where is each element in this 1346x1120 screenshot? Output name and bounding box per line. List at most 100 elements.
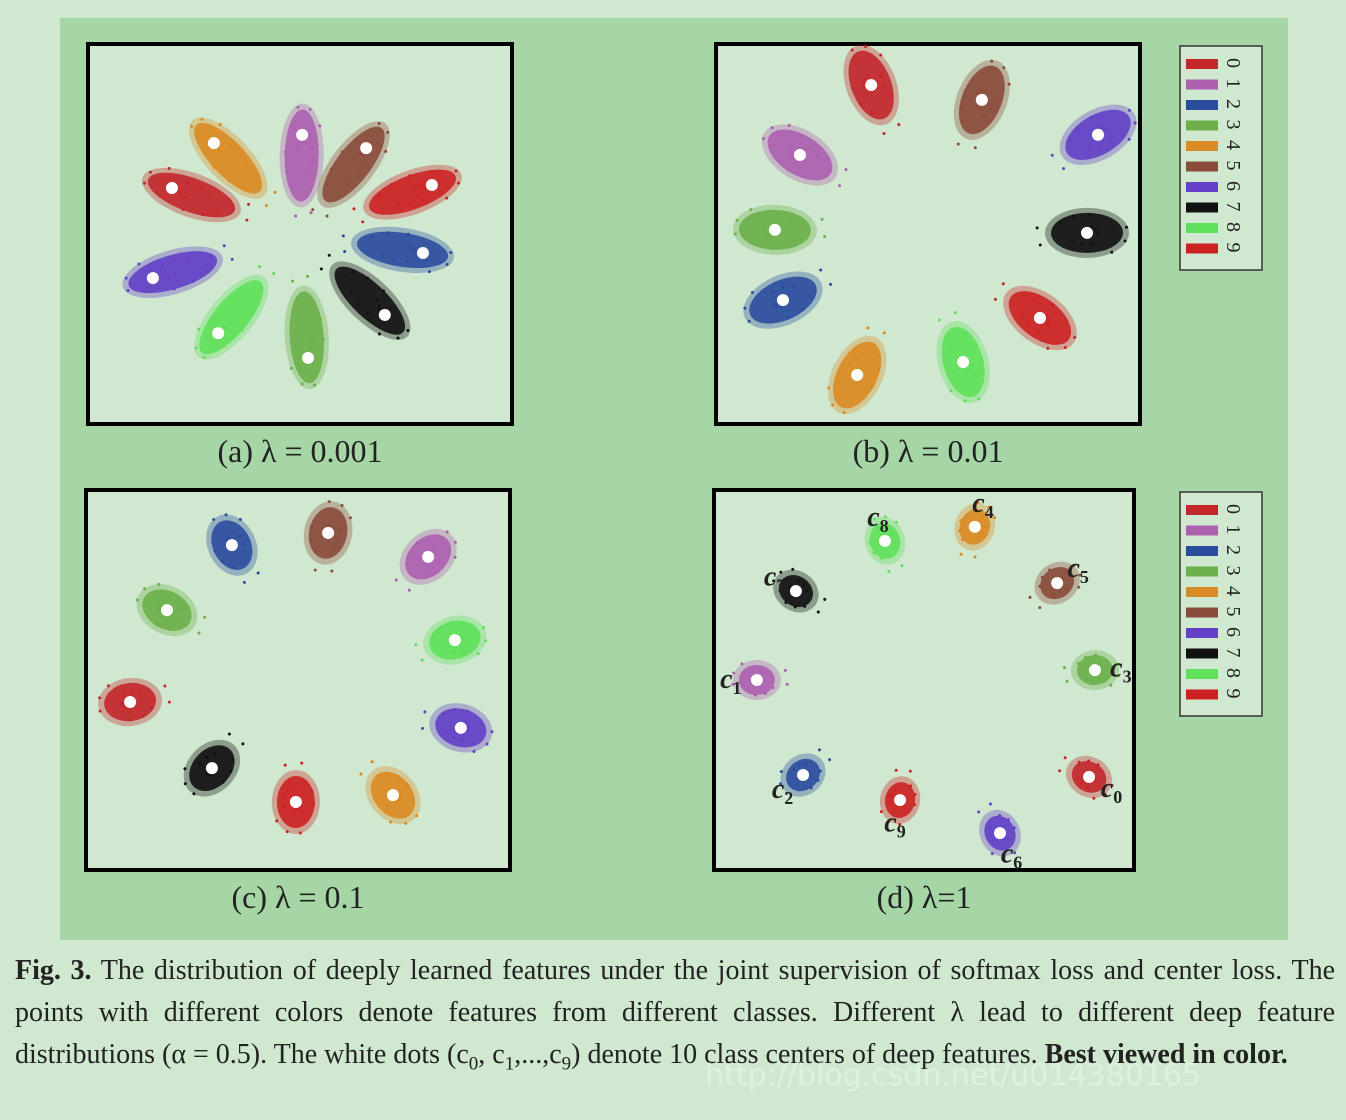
cluster-point (327, 253, 331, 257)
cluster-point (377, 789, 381, 793)
center-dot (894, 794, 907, 807)
cluster-point (1110, 250, 1114, 254)
cluster-point (964, 89, 968, 93)
cluster-point (1070, 239, 1074, 243)
caption-segment: , (478, 1039, 493, 1070)
cluster-point (256, 296, 260, 300)
cluster-point (959, 105, 963, 109)
center-label: c4 (972, 488, 993, 522)
cluster-point (283, 150, 287, 154)
center-label-sub: 5 (1080, 567, 1089, 587)
cluster-point (381, 252, 385, 256)
cluster-point (217, 314, 221, 318)
cluster-point (791, 155, 795, 159)
cluster-point (490, 730, 494, 734)
cluster-point (386, 231, 390, 235)
cluster-point (1037, 294, 1041, 298)
cluster-point (1050, 153, 1054, 157)
cluster-point (438, 625, 442, 629)
cluster-point (415, 541, 419, 545)
cluster-point (212, 165, 216, 169)
cluster-point (785, 791, 789, 795)
cluster-point (1072, 563, 1076, 567)
cluster-point (482, 626, 486, 630)
cluster-point (155, 623, 159, 627)
cluster-point (356, 174, 360, 178)
cluster-point (393, 257, 397, 261)
cluster-point (1094, 653, 1098, 657)
cluster (122, 244, 234, 298)
cluster-point (300, 382, 304, 386)
cluster (188, 117, 277, 208)
cluster-point (1035, 226, 1039, 230)
cluster-point (338, 529, 342, 533)
cluster (183, 732, 245, 797)
cluster-point (192, 792, 196, 796)
cluster-point (163, 684, 167, 688)
cluster-point (868, 541, 872, 545)
cluster-point (894, 768, 898, 772)
cluster-point (330, 167, 334, 171)
cluster-point (959, 552, 963, 556)
cluster-point (1128, 108, 1132, 112)
cluster-point (167, 276, 171, 280)
legend-swatch (1186, 202, 1218, 213)
cluster-point (887, 819, 891, 823)
cluster-point (224, 513, 228, 517)
cluster-point (1046, 322, 1050, 326)
cluster-point (863, 76, 867, 80)
cluster-point (847, 363, 851, 367)
cluster (843, 44, 901, 136)
cluster-point (763, 691, 767, 695)
cluster-point (779, 770, 783, 774)
cluster (352, 164, 462, 224)
cluster-point (415, 814, 419, 818)
cluster-point (1092, 796, 1096, 800)
cluster-point (882, 84, 886, 88)
cluster-point (296, 318, 300, 322)
cluster-point (286, 788, 290, 792)
legend-label: 2 (1222, 545, 1244, 555)
cluster-point (291, 185, 295, 189)
cluster-point (313, 383, 317, 387)
cluster-point (460, 648, 464, 652)
center-dot (422, 550, 435, 563)
cluster-point (405, 563, 409, 567)
cluster-point (445, 730, 449, 734)
cluster-point (829, 282, 833, 286)
cluster-point (235, 296, 239, 300)
cluster-point (980, 358, 984, 362)
cluster-point (285, 830, 289, 834)
cluster-point (1058, 591, 1062, 595)
center-label-sub: 9 (897, 822, 906, 842)
center-label-base: c (764, 561, 777, 592)
cluster-point (964, 370, 968, 374)
cluster-point (988, 833, 992, 837)
center-label: c6 (1001, 839, 1022, 873)
cluster-point (976, 92, 980, 96)
cluster-point (1036, 329, 1040, 333)
cluster-point (310, 160, 314, 164)
cluster (284, 274, 329, 390)
center-dot (1083, 770, 1096, 783)
cluster-point (1110, 783, 1114, 787)
cluster-point (219, 156, 223, 160)
cluster-point (1116, 674, 1120, 678)
center-dot (851, 368, 864, 381)
cluster-point (429, 548, 433, 552)
cluster-point (321, 337, 325, 341)
cluster-point (419, 184, 423, 188)
cluster-point (762, 137, 766, 141)
cluster-point (107, 684, 111, 688)
cluster-point (224, 539, 228, 543)
cluster-point (179, 192, 183, 196)
legend-label: 3 (1222, 566, 1244, 576)
cluster-point (181, 207, 185, 211)
cluster-point (204, 269, 208, 273)
cluster-point (1109, 683, 1113, 687)
cluster-point (1028, 595, 1032, 599)
cluster-point (186, 181, 190, 185)
cluster-point (973, 146, 977, 150)
cluster-point (781, 285, 785, 289)
